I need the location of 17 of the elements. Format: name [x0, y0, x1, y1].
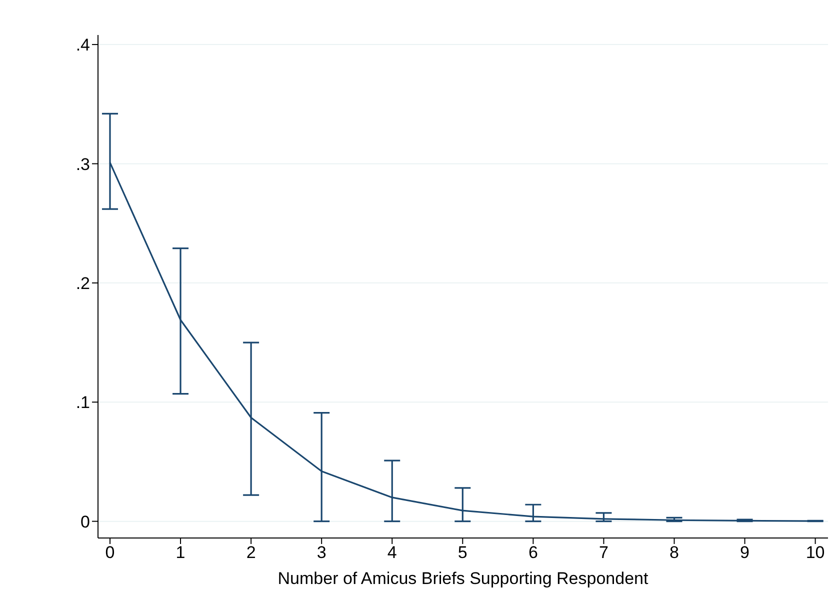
x-tick-label: 8 [670, 543, 679, 562]
x-tick-label: 4 [387, 543, 397, 562]
y-tick-label: .2 [76, 274, 90, 293]
x-tick-label: 10 [806, 543, 825, 562]
y-tick-label: .1 [76, 393, 90, 412]
x-tick-label: 7 [598, 543, 608, 562]
x-tick-label: 5 [458, 543, 468, 562]
x-tick-label: 3 [316, 543, 326, 562]
y-tick-label: .4 [76, 36, 90, 55]
y-tick-label: 0 [80, 512, 90, 532]
x-tick-label: 2 [246, 543, 256, 562]
x-tick-label: 6 [528, 543, 538, 562]
x-tick-label: 1 [176, 543, 186, 562]
y-tick-label: .3 [76, 154, 90, 174]
x-axis-title: Number of Amicus Briefs Supporting Respondent [278, 569, 648, 588]
x-tick-label: 0 [105, 543, 115, 562]
x-tick-label: 9 [740, 543, 750, 562]
